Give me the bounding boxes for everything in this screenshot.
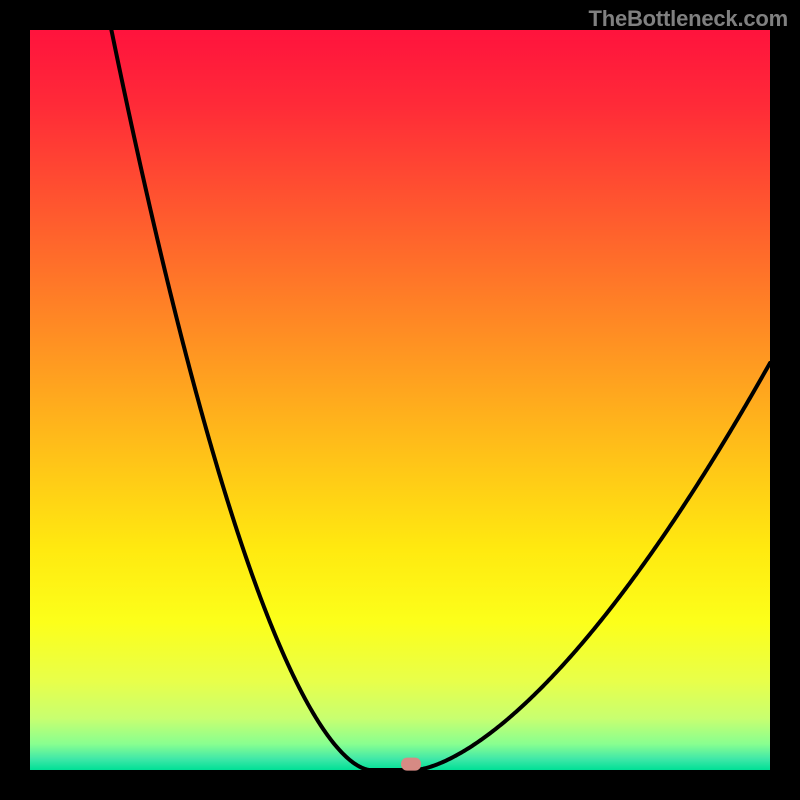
plot-gradient-area	[30, 30, 770, 770]
optimum-marker	[401, 758, 421, 771]
bottleneck-chart	[0, 0, 800, 800]
watermark-text: TheBottleneck.com	[588, 6, 788, 32]
